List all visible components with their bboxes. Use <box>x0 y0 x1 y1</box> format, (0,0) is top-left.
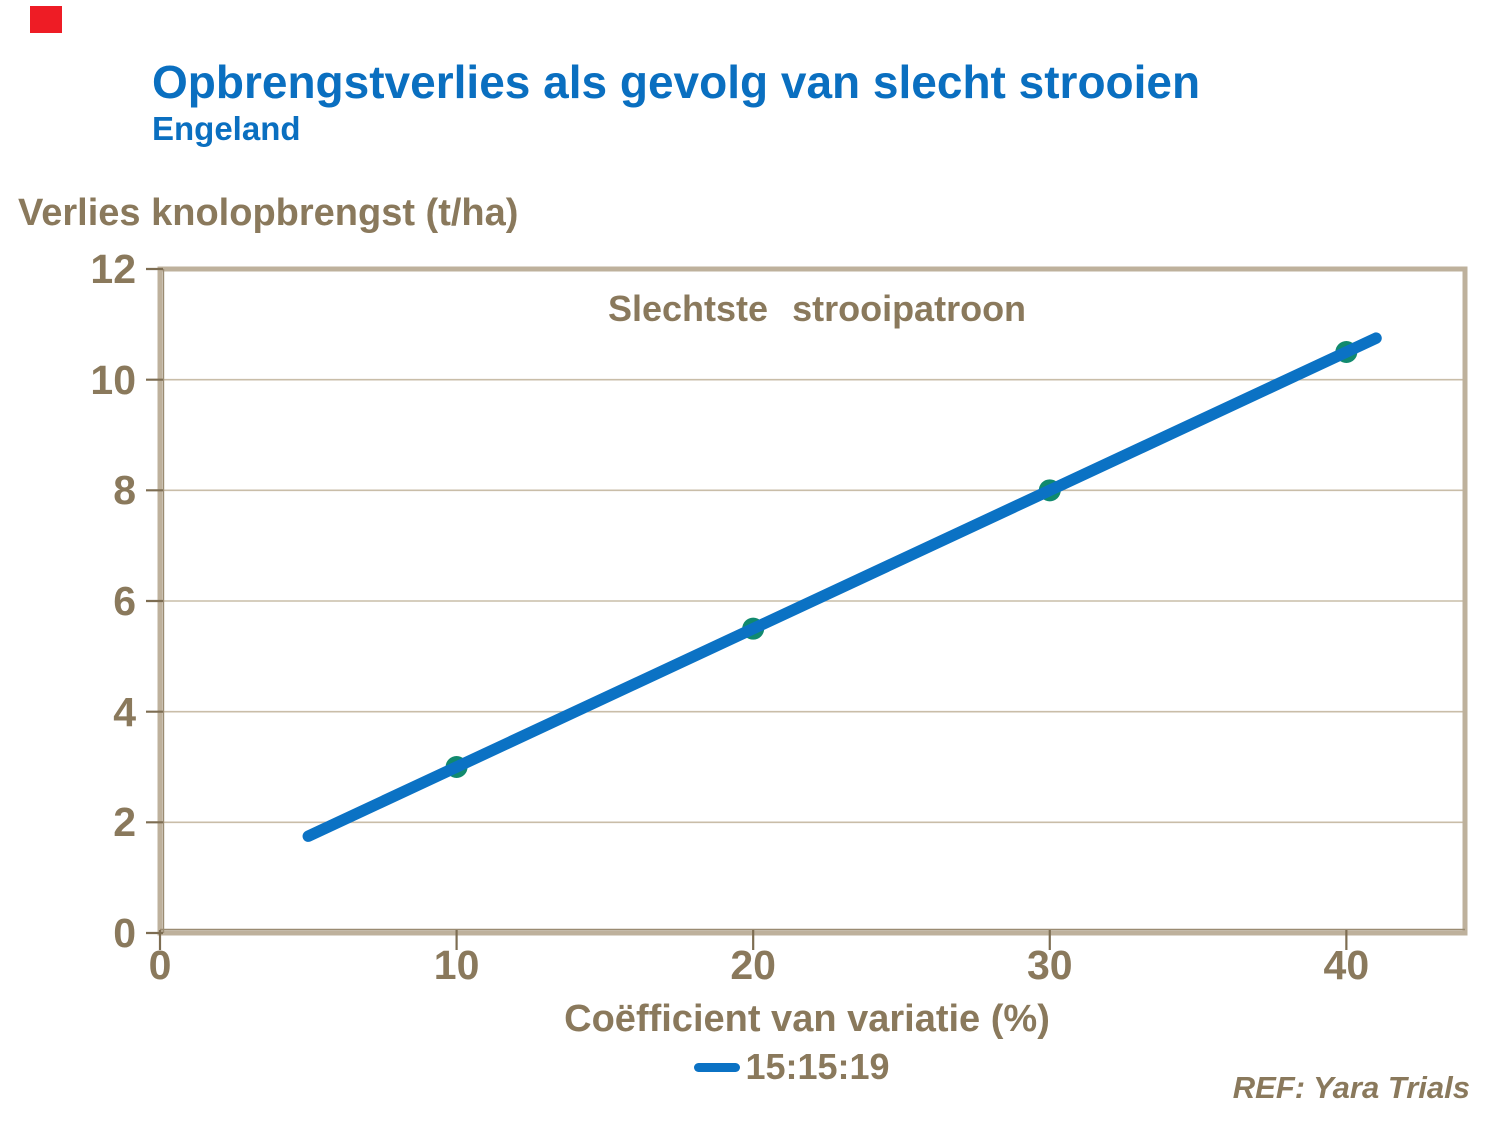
x-tick-label-30: 30 <box>1026 942 1073 988</box>
x-tick-label-40: 40 <box>1323 942 1370 988</box>
y-tick-label-2: 2 <box>113 799 136 846</box>
y-tick-label-0: 0 <box>113 910 136 956</box>
y-tick-label-4: 4 <box>113 688 136 735</box>
x-axis-title: Coëfficient van variatie (%) <box>564 998 1050 1040</box>
red-square-marker <box>30 6 62 33</box>
chart-legend: 15:15:19 <box>592 1046 992 1088</box>
reference-note: REF: Yara Trials <box>1232 1070 1470 1105</box>
chart-annotation: Slechtste strooipatroon <box>608 288 1027 329</box>
series-line-15:15:19 <box>302 332 1382 842</box>
y-tick-label-6: 6 <box>113 578 136 624</box>
x-tick-label-0: 0 <box>148 942 172 988</box>
y-axis-title: Verlies knolopbrengst (t/ha) <box>18 192 519 234</box>
legend-line-swatch-icon <box>694 1062 741 1072</box>
y-tick-label-12: 12 <box>90 246 136 292</box>
x-tick-label-10: 10 <box>433 942 480 988</box>
y-tick-label-10: 10 <box>90 356 136 403</box>
legend-series-label: 15:15:19 <box>745 1046 890 1087</box>
page-title: Opbrengstverlies als gevolg van slecht s… <box>152 56 1201 108</box>
y-tick-label-8: 8 <box>113 467 136 514</box>
x-tick-label-20: 20 <box>730 942 776 988</box>
page-subtitle: Engeland <box>152 110 301 147</box>
